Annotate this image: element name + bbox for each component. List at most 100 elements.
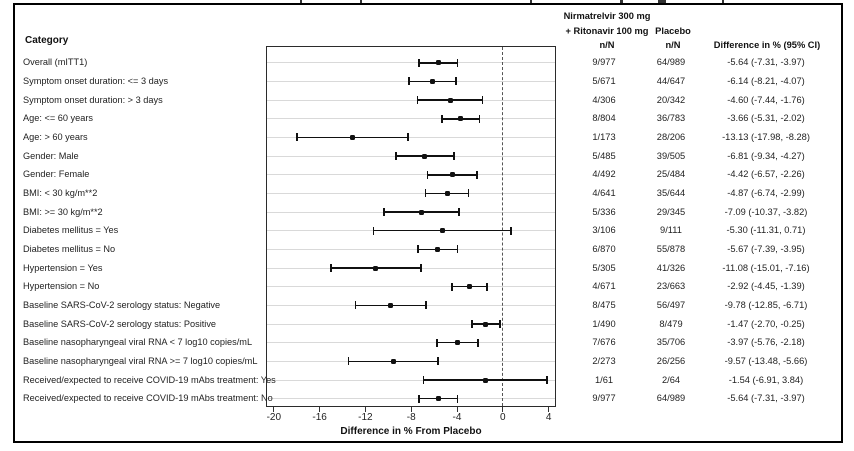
difference-value: -11.08 (-15.01, -7.16) xyxy=(722,262,810,273)
difference-value: -7.09 (-10.37, -3.82) xyxy=(724,206,808,217)
ci-cap-low xyxy=(417,245,419,254)
category-column-header: Category xyxy=(25,35,69,46)
treatment-nN-value: 9/977 xyxy=(592,393,616,404)
ci-cap-low xyxy=(296,133,298,142)
difference-value: -4.87 (-6.74, -2.99) xyxy=(727,187,805,198)
category-label: Hypertension = No xyxy=(23,281,100,292)
treatment-nN-value: 7/676 xyxy=(592,337,616,348)
x-axis-title: Difference in % From Placebo xyxy=(340,426,482,437)
category-label: Diabetes mellitus = No xyxy=(23,243,116,254)
row-gridline xyxy=(267,379,555,381)
difference-value: -3.66 (-5.31, -2.02) xyxy=(727,113,805,124)
category-label: Age: <= 60 years xyxy=(23,113,93,124)
treatment-nN-value: 5/305 xyxy=(592,262,616,273)
placebo-nN-value: 44/647 xyxy=(656,75,686,86)
point-estimate-marker xyxy=(439,228,445,234)
x-axis-tick xyxy=(273,407,275,412)
row-gridline xyxy=(267,174,555,176)
category-label: Hypertension = Yes xyxy=(23,262,103,273)
x-axis-tick xyxy=(410,407,412,412)
clipped-title-fragment xyxy=(360,0,362,3)
difference-value: -5.67 (-7.39, -3.95) xyxy=(727,243,805,254)
difference-value: -9.78 (-12.85, -6.71) xyxy=(724,299,808,310)
difference-value: -5.30 (-11.31, 0.71) xyxy=(726,225,806,236)
treatment-nN-value: 8/804 xyxy=(592,113,616,124)
ci-cap-high xyxy=(455,77,457,86)
x-axis-tick-label: -20 xyxy=(266,412,282,423)
placebo-nN-value: 64/989 xyxy=(656,393,686,404)
ci-cap-low xyxy=(372,226,375,235)
point-estimate-marker xyxy=(388,302,394,308)
treatment-nN-value: 4/641 xyxy=(592,187,616,198)
ci-cap-high xyxy=(437,357,439,366)
x-axis-tick xyxy=(502,407,504,412)
x-axis-tick-label: 0 xyxy=(500,412,506,423)
difference-value: -4.60 (-7.44, -1.76) xyxy=(727,94,805,105)
point-estimate-marker xyxy=(419,209,425,215)
row-gridline xyxy=(267,342,555,344)
x-axis-tick-label: -8 xyxy=(406,412,416,423)
placebo-nN-value: 56/497 xyxy=(656,299,686,310)
ci-cap-high xyxy=(456,58,459,67)
ci-cap-low xyxy=(418,58,420,67)
ci-cap-high xyxy=(510,226,512,235)
point-estimate-marker xyxy=(449,172,455,178)
ci-cap-low xyxy=(395,152,397,161)
point-estimate-marker xyxy=(466,284,472,290)
point-estimate-marker xyxy=(483,321,489,327)
ci-cap-low xyxy=(418,394,420,403)
x-axis-tick-label: -12 xyxy=(358,412,373,423)
point-estimate-marker xyxy=(458,116,464,122)
placebo-column-header: Placebo xyxy=(655,25,691,36)
treatment-nN-value: 5/485 xyxy=(592,150,616,161)
treatment-nN-value: 4/492 xyxy=(592,169,616,180)
category-label: Diabetes mellitus = Yes xyxy=(23,225,119,236)
treatment-nN-value: 1/173 xyxy=(592,131,616,142)
zero-reference-line xyxy=(502,47,503,406)
x-axis-tick xyxy=(456,407,458,412)
clipped-title-fragment xyxy=(530,0,532,3)
ci-cap-low xyxy=(422,376,425,385)
treatment-nN-value: 1/61 xyxy=(594,374,614,385)
point-estimate-marker xyxy=(435,396,441,402)
category-label: Baseline SARS-CoV-2 serology status: Pos… xyxy=(23,318,217,329)
category-label: BMI: < 30 kg/m**2 xyxy=(23,187,98,198)
ci-cap-low xyxy=(426,170,429,179)
category-label: Received/expected to receive COVID-19 mA… xyxy=(23,393,273,404)
placebo-nN-value: 35/644 xyxy=(656,187,686,198)
difference-value: -6.14 (-8.21, -4.07) xyxy=(727,75,805,86)
x-axis-tick xyxy=(364,407,366,412)
placebo-nN-value: 25/484 xyxy=(656,169,686,180)
treatment-nN-value: 6/870 xyxy=(592,243,616,254)
point-estimate-marker xyxy=(349,134,355,140)
ci-cap-low xyxy=(416,96,419,105)
ci-cap-high xyxy=(420,264,422,273)
placebo-nN-value: 39/505 xyxy=(656,150,686,161)
difference-value: -5.64 (-7.31, -3.97) xyxy=(727,393,805,404)
placebo-nN-value: 35/706 xyxy=(656,337,686,348)
placebo-nN-value: 36/783 xyxy=(656,113,686,124)
ci-cap-high xyxy=(476,170,478,179)
placebo-nN-value: 28/206 xyxy=(656,131,686,142)
category-label: BMI: >= 30 kg/m**2 xyxy=(23,206,103,217)
ci-cap-low xyxy=(383,208,385,217)
ci-cap-high xyxy=(458,208,460,217)
treatment-nN-value: 4/306 xyxy=(592,94,616,105)
clipped-title-fragment xyxy=(658,0,666,3)
category-label: Gender: Female xyxy=(23,169,90,180)
ci-cap-low xyxy=(471,320,473,329)
difference-value: -4.42 (-6.57, -2.26) xyxy=(727,169,805,180)
category-label: Age: > 60 years xyxy=(23,131,88,142)
row-gridline xyxy=(267,286,555,288)
ci-cap-low xyxy=(354,301,357,310)
category-label: Baseline nasopharyngeal viral RNA < 7 lo… xyxy=(23,337,253,348)
difference-value: -1.54 (-6.91, 3.84) xyxy=(728,374,804,385)
x-axis-tick xyxy=(548,407,550,412)
ci-cap-low xyxy=(441,114,443,123)
placebo-nN-value: 23/663 xyxy=(656,281,686,292)
ci-cap-high xyxy=(486,282,488,291)
placebo-nN-value: 2/64 xyxy=(661,374,681,385)
difference-value: -3.97 (-5.76, -2.18) xyxy=(727,337,805,348)
difference-value: -9.57 (-13.48, -5.66) xyxy=(724,355,808,366)
ci-cap-low xyxy=(408,77,410,86)
